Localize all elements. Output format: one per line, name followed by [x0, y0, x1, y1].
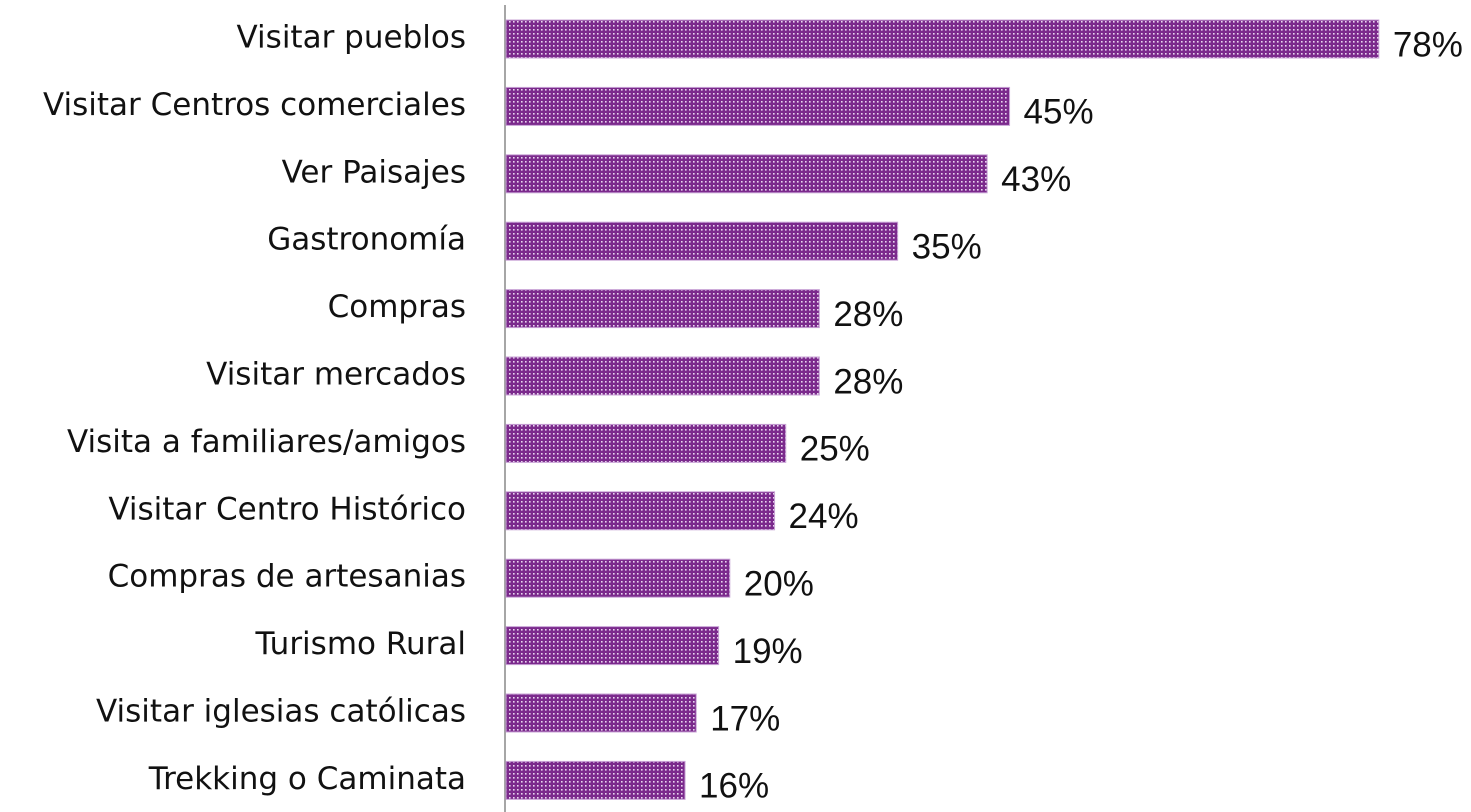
bar [505, 491, 776, 531]
bar [505, 356, 820, 396]
bar [505, 289, 820, 329]
bar [505, 86, 1011, 126]
category-label: Compras [328, 289, 466, 325]
value-label: 43% [1001, 160, 1071, 199]
bar [505, 221, 899, 261]
category-label: Visitar mercados [206, 357, 466, 393]
value-label: 24% [789, 497, 859, 536]
category-label: Gastronomía [267, 222, 466, 258]
category-label: Visita a familiares/amigos [67, 424, 466, 460]
bar [505, 154, 988, 194]
value-label: 28% [833, 295, 903, 334]
bar [505, 626, 720, 666]
category-label: Ver Paisajes [282, 154, 466, 190]
category-label: Trekking o Caminata [148, 761, 466, 797]
value-label: 25% [800, 430, 870, 469]
category-label: Visitar Centros comerciales [43, 87, 466, 123]
value-label: 17% [710, 699, 780, 738]
bar [505, 760, 686, 800]
category-label: Compras de artesanias [108, 559, 466, 595]
value-label: 20% [744, 564, 814, 603]
value-label: 45% [1024, 93, 1094, 132]
value-label: 28% [833, 362, 903, 401]
value-label: 78% [1393, 25, 1463, 64]
bar [505, 693, 697, 733]
bar [505, 558, 731, 598]
category-label: Visitar pueblos [237, 20, 466, 56]
bar [505, 19, 1380, 59]
category-label: Visitar iglesias católicas [96, 694, 466, 730]
category-label: Turismo Rural [254, 626, 466, 662]
value-label: 19% [733, 632, 803, 671]
category-label: Visitar Centro Histórico [108, 491, 466, 527]
value-label: 16% [699, 767, 769, 806]
value-label: 35% [912, 227, 982, 266]
bar [505, 423, 787, 463]
